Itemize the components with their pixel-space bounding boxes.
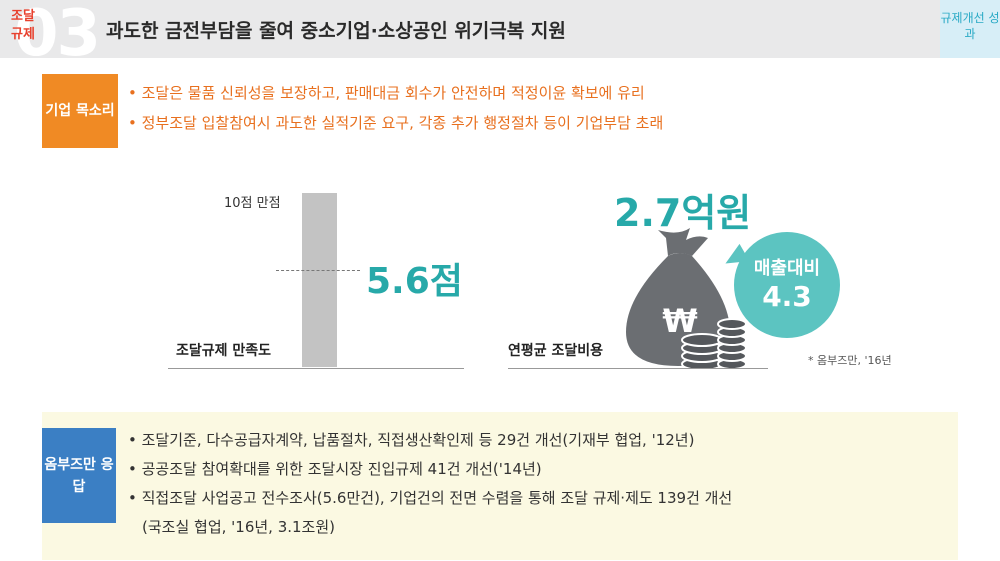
voice-item: 정부조달 입찰참여시 과도한 실적기준 요구, 각종 추가 행정절차 등이 기업…	[128, 108, 664, 138]
answer-tag: 옴부즈만 응답	[42, 428, 116, 523]
page-title: 과도한 금전부담을 줄여 중소기업·소상공인 위기극복 지원	[106, 20, 566, 42]
satisfaction-score: 5.6점	[366, 261, 463, 302]
answer-item: 조달기준, 다수공급자계약, 납품절차, 직접생산확인제 등 29건 개선(기재…	[128, 426, 732, 455]
voice-tag: 기업 목소리	[42, 74, 118, 148]
svg-text:₩: ₩	[662, 302, 697, 340]
answer-list: 조달기준, 다수공급자계약, 납품절차, 직접생산확인제 등 29건 개선(기재…	[128, 426, 733, 542]
answer-item: 공공조달 참여확대를 위한 조달시장 진입규제 41건 개선('14년)	[128, 455, 732, 484]
cost-baseline	[508, 368, 768, 369]
satisfaction-label: 조달규제 만족도	[176, 343, 272, 359]
cost-label: 연평균 조달비용	[508, 343, 604, 359]
category-label: 조달 규제	[11, 9, 35, 42]
section-number: 03	[14, 0, 101, 71]
corner-tab[interactable]: 규제개선 성과	[940, 0, 1000, 58]
satisfaction-bar-track	[302, 193, 337, 367]
header-bar: 03 조달 규제 과도한 금전부담을 줄여 중소기업·소상공인 위기극복 지원	[0, 0, 940, 66]
voice-tag-label: 기업 목소리	[45, 103, 115, 119]
voice-list: 조달은 물품 신뢰성을 보장하고, 판매대금 회수가 안전하며 적정이윤 확보에…	[128, 78, 664, 138]
bubble-title: 매출대비	[753, 258, 821, 279]
score-dash-line	[276, 269, 360, 271]
voice-item: 조달은 물품 신뢰성을 보장하고, 판매대금 회수가 안전하며 적정이윤 확보에…	[128, 78, 663, 108]
ratio-bubble: 매출대비 4.3	[734, 232, 840, 338]
money-bag-icon: ₩	[626, 228, 747, 371]
source-note: * 옴부즈만, '16년	[808, 354, 892, 367]
answer-item: 직접조달 사업공고 전수조사(5.6만건), 기업건의 전면 수렴을 통해 조달…	[128, 484, 733, 513]
bubble-value: 4.3	[762, 280, 812, 313]
cost-value: 2.7억원	[614, 191, 752, 235]
answer-tag-label: 옴부즈만 응답	[44, 456, 114, 495]
answer-continuation: (국조실 협업, '16년, 3.1조원)	[142, 518, 336, 536]
chart-baseline	[168, 368, 464, 369]
max-score-label: 10점 만점	[224, 196, 281, 211]
